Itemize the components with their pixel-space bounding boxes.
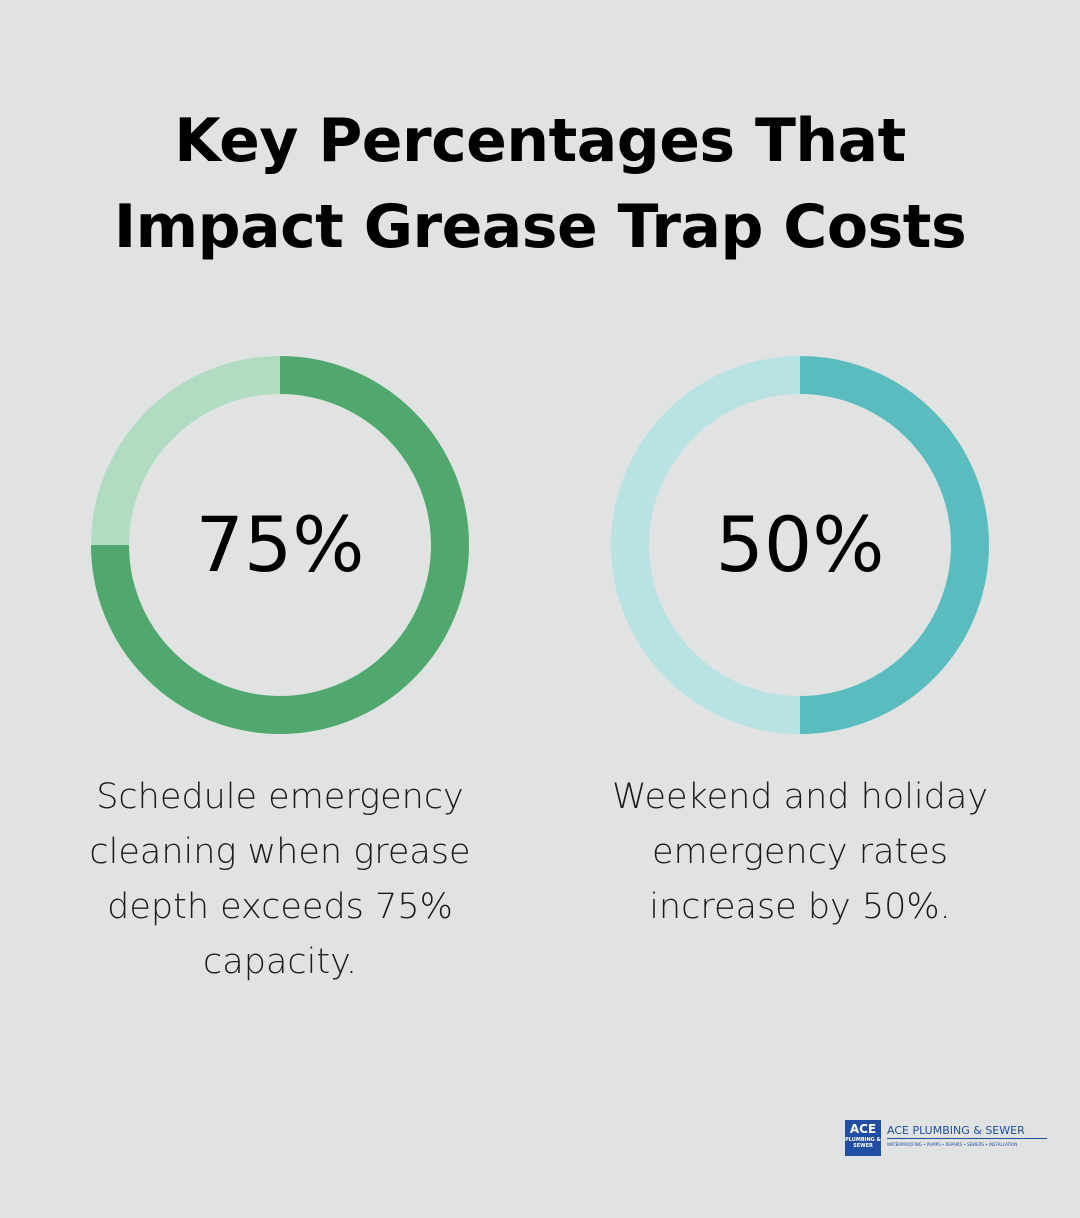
brand-logo: ACE PLUMBING & SEWER ACE PLUMBING & SEWE… <box>845 1120 1047 1160</box>
logo-tagline: WATERPROOFING • PUMPS • REPAIRS • SEWERS… <box>887 1142 1018 1147</box>
stat-description: Schedule emergency cleaning when grease … <box>89 777 471 982</box>
donut-chart-75 <box>91 356 469 734</box>
title-line-1: Key Percentages That <box>174 106 906 176</box>
page-title: Key Percentages That Impact Grease Trap … <box>0 98 1080 270</box>
donut-value-arc <box>91 356 469 734</box>
logo-mark-subtext: PLUMBING & SEWER <box>845 1137 881 1149</box>
percentage-value: 75% <box>195 500 365 589</box>
logo-mark-text: ACE <box>849 1122 877 1136</box>
donut-chart-50 <box>611 356 989 734</box>
stat-description: Weekend and holiday emergency rates incr… <box>611 777 989 927</box>
logo-mark: ACE PLUMBING & SEWER <box>845 1120 881 1156</box>
logo-company-name: ACE PLUMBING & SEWER <box>887 1124 1047 1139</box>
title-line-2: Impact Grease Trap Costs <box>113 192 967 262</box>
percentage-value: 50% <box>715 500 885 589</box>
donut-value-arc <box>799 356 989 734</box>
